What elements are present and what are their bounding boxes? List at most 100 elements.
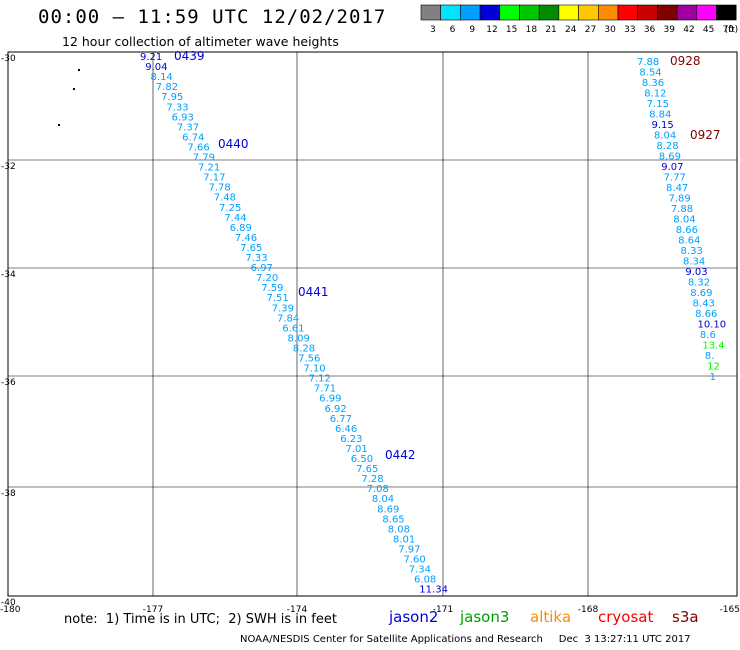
colorbar-label: 6 (450, 25, 456, 35)
latitude-tick-label: -38 (1, 489, 16, 499)
mission-legend-altika: altika (530, 608, 572, 626)
wave-height-value: 8.04 (654, 131, 676, 142)
wave-height-value: 6.74 (182, 132, 204, 143)
wave-height-value: 8.34 (683, 257, 705, 268)
wave-height-value: 6.46 (335, 424, 357, 435)
longitude-tick-label: -177 (143, 605, 163, 615)
wave-height-value: 7.33 (245, 253, 267, 264)
colorbar-label: 36 (644, 25, 656, 35)
longitude-tick-label: -168 (578, 605, 599, 615)
wave-height-value: 7.46 (235, 233, 257, 244)
colorbar-swatch (676, 4, 698, 21)
wave-height-value: 8.28 (656, 141, 678, 152)
pass-time-label: 0439 (174, 49, 205, 63)
wave-height-value: 7.71 (314, 384, 336, 395)
colorbar-swatch (460, 4, 481, 21)
longitude-tick-label: -165 (720, 605, 740, 615)
wave-height-value: 8.69 (377, 504, 399, 515)
wave-height-value: 6.61 (282, 323, 304, 334)
latitude-tick-label: -30 (1, 54, 16, 64)
colorbar-swatch (657, 4, 678, 21)
pass-time-label: 0928 (670, 54, 701, 68)
wave-height-value: 8.36 (642, 78, 664, 89)
colorbar-swatch (597, 4, 619, 21)
wave-height-value: 8.47 (666, 183, 688, 194)
wave-height-value: 8.12 (644, 89, 666, 100)
wave-height-value: 7.39 (272, 303, 294, 314)
colorbar-swatch (440, 4, 461, 21)
wave-height-value: 7.15 (647, 99, 669, 110)
latitude-tick-label: -34 (1, 270, 16, 280)
wave-height-value: 7.01 (346, 444, 368, 455)
colorbar-label: 21 (545, 25, 556, 35)
wave-height-value: 7.51 (266, 293, 288, 304)
mission-legend-jason2: jason2 (389, 608, 439, 626)
axis-tick-labels: -180 -177 -174 -171 -168 -165 -30 -32 -34 -36 -38 -… (0, 54, 740, 615)
wave-height-value: 7.79 (193, 153, 215, 164)
wave-height-value: 7.78 (209, 183, 231, 194)
wave-height-value: 8.66 (695, 309, 717, 320)
wave-height-value: 7.25 (219, 203, 241, 214)
wave-height-value: 8.54 (639, 68, 661, 79)
wave-height-value: 8.04 (673, 215, 695, 226)
wave-height-value: 6.23 (340, 434, 362, 445)
colorbar-swatch (538, 4, 560, 21)
wave-height-value: 8.69 (690, 288, 712, 299)
wave-height-value: 7.12 (309, 374, 331, 385)
wave-height-value: 7.88 (671, 204, 693, 215)
colorbar-label: 9 (469, 25, 475, 35)
wave-height-value: 6.89 (230, 223, 252, 234)
wave-height-value: 7.21 (198, 163, 220, 174)
pass-time-label: 0441 (298, 285, 329, 299)
wave-height-value: 7.65 (356, 464, 378, 475)
colorbar-label: 12 (486, 25, 497, 35)
wave-height-value: 8.32 (688, 278, 710, 289)
wave-height-value: 7.33 (166, 102, 188, 113)
colorbar-swatch (578, 4, 599, 21)
wave-height-value: 13.4 (702, 341, 724, 352)
longitude-tick-label: -171 (433, 605, 453, 615)
mission-legend-jason3: jason3 (460, 608, 510, 626)
colorbar-label: 39 (664, 25, 676, 35)
colorbar-swatch (637, 4, 658, 21)
wave-height-value: 6.97 (251, 263, 273, 274)
footer-credit: NOAA/NESDIS Center for Satellite Applica… (240, 634, 691, 645)
wave-height-value: 8.33 (681, 246, 703, 257)
wave-height-value: 9.03 (685, 267, 707, 278)
colorbar-swatch (499, 4, 520, 21)
colorbar-swatch (617, 4, 639, 21)
footer-note: note: 1) Time is in UTC; 2) SWH is in fe… (64, 612, 337, 627)
wave-height-value: 7.82 (156, 82, 178, 93)
wave-height-value: 7.88 (637, 57, 659, 68)
wave-height-value: 8. (705, 351, 715, 362)
wave-height-value: 7.59 (261, 283, 283, 294)
satellite-pass-track: 9.219.048.147.827.957.336.937.376.747.66… (140, 49, 448, 596)
wave-height-value: 7.77 (664, 173, 686, 184)
colorbar-unit: (ft) (725, 25, 739, 35)
wave-height-value: 9.21 (140, 52, 162, 63)
colorbar-label: 3 (430, 25, 436, 35)
wave-height-value: 9.04 (145, 62, 167, 73)
wave-height-value: 8.43 (693, 299, 715, 310)
colorbar-legend: 3 6 9 12 15 18 21 24 27 30 33 36 39 42 45 70(ft) (420, 4, 739, 35)
wave-height-value: 7.97 (398, 544, 420, 555)
pass-time-label: 0927 (690, 128, 721, 142)
wave-height-value: 8.01 (393, 534, 415, 545)
colorbar-label: 15 (506, 25, 517, 35)
colorbar-label: 45 (703, 25, 714, 35)
wave-height-value: 8.14 (151, 72, 173, 83)
wave-height-value: 7.20 (256, 273, 278, 284)
pass-time-label: 0442 (385, 448, 416, 462)
wave-height-value: 7.65 (240, 243, 262, 254)
colorbar-label: 18 (526, 25, 538, 35)
latitude-tick-label: -40 (1, 598, 16, 608)
colorbar-label: 70 (723, 25, 735, 35)
wave-height-value: 8.66 (676, 225, 698, 236)
pass-time-label: 0440 (218, 137, 249, 151)
wave-height-value: 7.10 (303, 364, 325, 375)
colorbar-label: 42 (683, 25, 694, 35)
colorbar-swatch (479, 4, 501, 21)
wave-height-value: 6.50 (351, 454, 373, 465)
wave-height-value: 6.99 (319, 394, 341, 405)
